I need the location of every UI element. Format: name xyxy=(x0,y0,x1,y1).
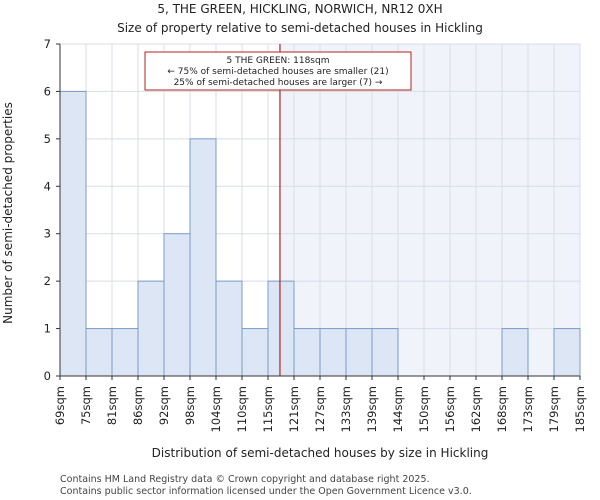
y-tick-label: 2 xyxy=(44,274,51,288)
y-tick-label: 5 xyxy=(44,132,51,146)
x-tick-label: 156sqm xyxy=(443,386,457,432)
bar-133sqm xyxy=(345,328,373,377)
x-tick-label: 139sqm xyxy=(365,386,379,432)
x-tick-label: 86sqm xyxy=(131,386,145,425)
x-tick-label: 69sqm xyxy=(53,386,67,425)
bar-115sqm xyxy=(267,280,295,377)
x-tick-label: 168sqm xyxy=(495,386,509,432)
bar-75sqm xyxy=(85,328,113,377)
x-tick-label: 127sqm xyxy=(313,386,327,432)
chart-subtitle: Size of property relative to semi-detach… xyxy=(117,21,483,35)
annotation-line-2: ← 75% of semi-detached houses are smalle… xyxy=(167,67,388,77)
footer-line-2: Contains public sector information licen… xyxy=(60,486,472,497)
bar-98sqm xyxy=(189,138,217,377)
x-tick-label: 104sqm xyxy=(209,386,223,432)
x-tick-label: 162sqm xyxy=(469,386,483,432)
x-tick-label: 179sqm xyxy=(547,386,561,432)
x-tick-label: 75sqm xyxy=(79,386,93,425)
y-tick-label: 1 xyxy=(44,322,51,336)
annotation-line-3: 25% of semi-detached houses are larger (… xyxy=(174,78,383,88)
x-tick-label: 121sqm xyxy=(287,386,301,432)
x-axis-label: Distribution of semi-detached houses by … xyxy=(152,446,489,460)
footer-line-1: Contains HM Land Registry data © Crown c… xyxy=(60,474,430,485)
x-tick-label: 115sqm xyxy=(261,386,275,432)
bar-92sqm xyxy=(163,233,191,377)
bar-179sqm xyxy=(553,328,581,377)
x-tick-label: 150sqm xyxy=(417,386,431,432)
bar-86sqm xyxy=(137,280,165,377)
bar-127sqm xyxy=(319,328,347,377)
bar-168sqm xyxy=(501,328,529,377)
y-tick-label: 0 xyxy=(44,369,51,383)
larger-region-shade xyxy=(279,44,580,376)
x-tick-label: 133sqm xyxy=(339,386,353,432)
y-tick-label: 7 xyxy=(44,37,51,51)
chart-title: 5, THE GREEN, HICKLING, NORWICH, NR12 0X… xyxy=(157,2,442,16)
bar-139sqm xyxy=(371,328,399,377)
bar-69sqm xyxy=(59,90,87,377)
y-axis-label: Number of semi-detached properties xyxy=(1,102,15,324)
y-tick-label: 4 xyxy=(44,179,51,193)
annotation-line-1: 5 THE GREEN: 118sqm xyxy=(227,56,330,66)
y-tick-label: 6 xyxy=(44,84,51,98)
x-tick-label: 110sqm xyxy=(235,386,249,432)
x-tick-label: 173sqm xyxy=(521,386,535,432)
plot-area: 0 1 2 3 4 5 6 7 69sqm 75sqm 81sqm 86sqm 92sqm 98sqm 10… xyxy=(44,37,587,432)
bar-110sqm xyxy=(241,328,269,377)
bar-81sqm xyxy=(111,328,139,377)
x-tick-label: 81sqm xyxy=(105,386,119,425)
bar-104sqm xyxy=(215,280,243,377)
bar-121sqm xyxy=(293,328,321,377)
annotation-box xyxy=(144,51,412,91)
x-tick-label: 185sqm xyxy=(573,386,587,432)
x-tick-label: 144sqm xyxy=(391,386,405,432)
x-tick-label: 92sqm xyxy=(157,386,171,425)
y-tick-label: 3 xyxy=(44,227,51,241)
x-tick-label: 98sqm xyxy=(183,386,197,425)
